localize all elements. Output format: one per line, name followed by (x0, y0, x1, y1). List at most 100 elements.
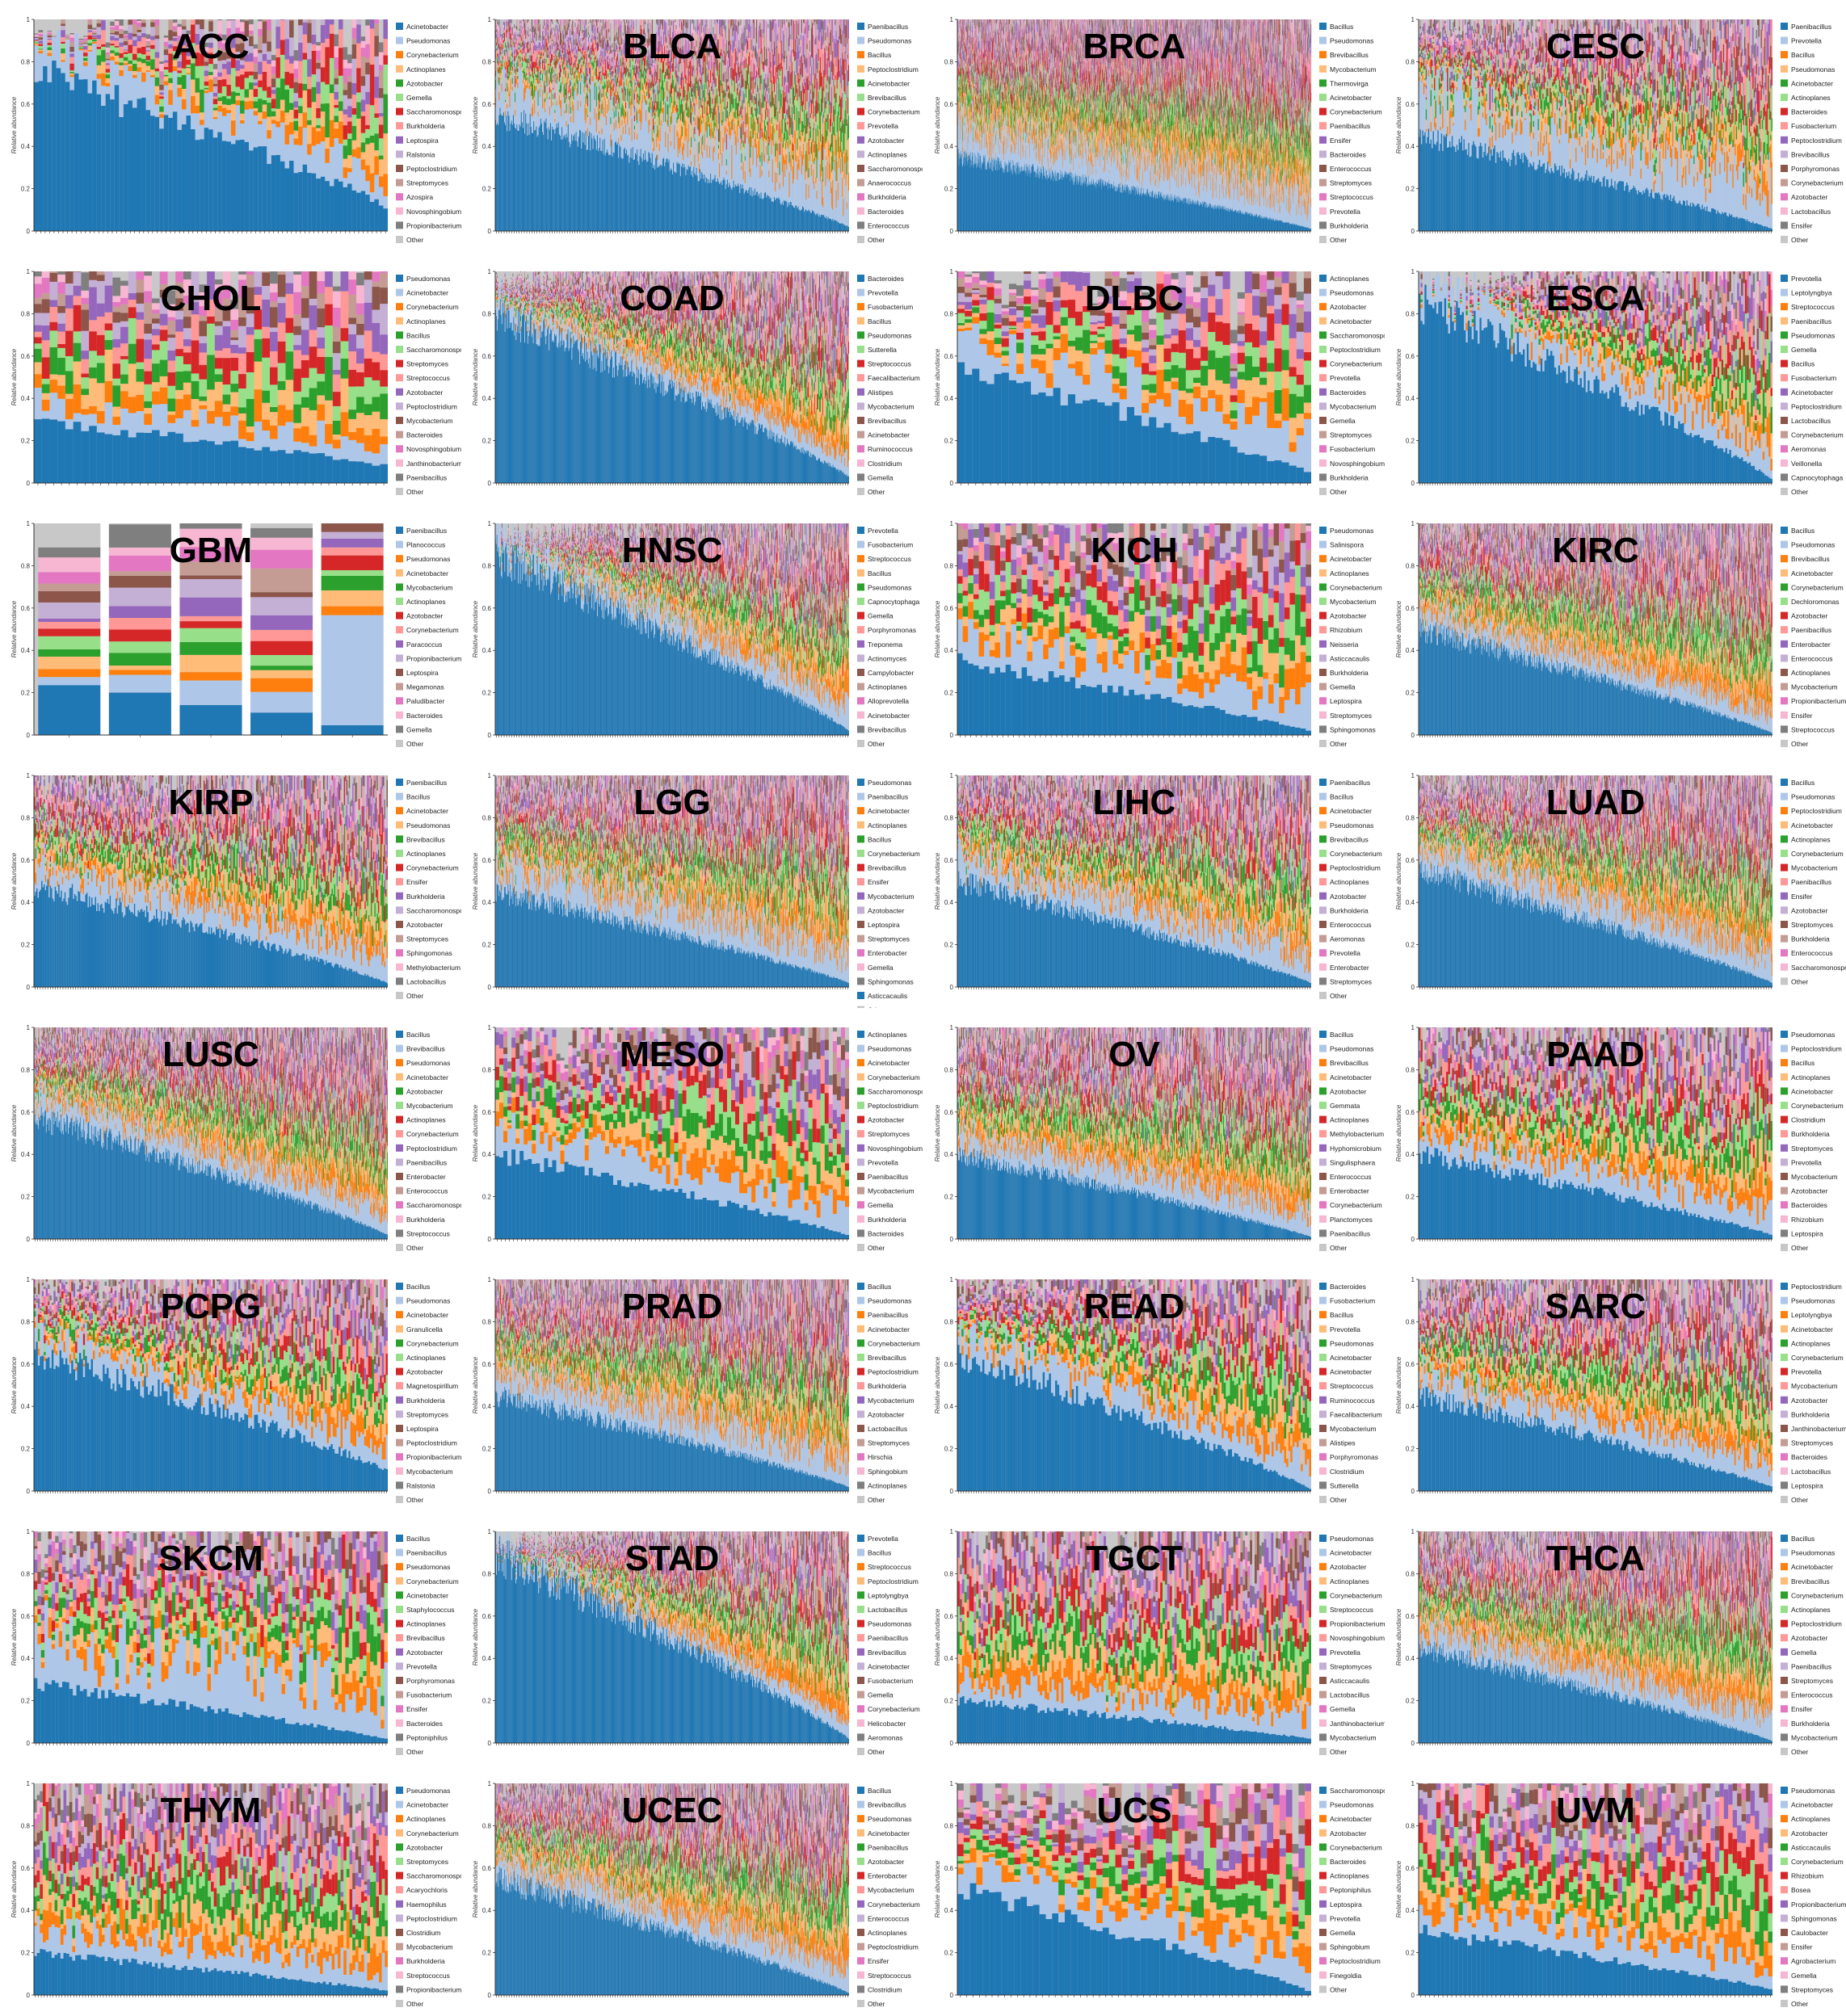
bar-segment (528, 71, 529, 123)
bar-segment (711, 90, 712, 108)
bar-segment (755, 98, 756, 104)
bar-segment (738, 186, 739, 231)
bar-segment (39, 48, 44, 49)
bar-segment (636, 82, 637, 86)
bar-segment (507, 80, 508, 86)
bar-segment (616, 86, 617, 94)
bar-segment (545, 27, 546, 36)
bar-segment (521, 37, 522, 41)
bar-segment (696, 104, 697, 167)
bar-segment (510, 23, 511, 27)
bar-segment (735, 119, 736, 131)
bar-segment (533, 54, 534, 61)
bar-segment (530, 50, 531, 56)
bar-segment (595, 141, 596, 231)
bar-segment (88, 20, 93, 24)
bar-segment (637, 161, 638, 231)
bar-segment (101, 30, 106, 44)
bar-segment (61, 30, 65, 37)
bar-segment (688, 91, 689, 107)
bar-segment (321, 19, 326, 25)
bar-segment (582, 45, 583, 50)
bar-segment (576, 27, 577, 35)
bar-segment (691, 175, 692, 231)
bar-segment (647, 19, 648, 23)
bar-segment (542, 90, 543, 108)
bar-segment (555, 33, 556, 38)
bar-segment (706, 107, 707, 131)
bar-segment (732, 40, 733, 52)
bar-segment (523, 40, 524, 45)
legend-label: Gemella (406, 94, 432, 102)
bar-segment (747, 85, 748, 101)
bar-segment (527, 78, 528, 88)
bar-segment (106, 78, 111, 83)
bar-segment (542, 132, 543, 231)
bar-segment (629, 81, 630, 83)
bar-segment (164, 42, 169, 47)
bar-segment (504, 68, 505, 122)
bar-segment (536, 78, 537, 79)
bar-segment (298, 106, 303, 113)
bar-segment (544, 70, 545, 81)
bar-segment (65, 39, 70, 40)
bar-segment (155, 104, 160, 116)
bar-segment (552, 24, 553, 27)
bar-segment (92, 36, 97, 37)
bar-segment (638, 110, 639, 114)
bar-segment (596, 132, 597, 149)
bar-segment (528, 21, 529, 26)
bar-segment (575, 46, 576, 49)
bar-segment (520, 23, 521, 26)
bar-segment (540, 41, 541, 44)
bar-segment (516, 124, 517, 231)
bar-segment (724, 82, 725, 90)
bar-segment (549, 51, 550, 59)
bar-segment (755, 116, 756, 132)
bar-segment (558, 52, 559, 57)
bar-segment (750, 100, 751, 131)
bar-segment (746, 130, 747, 138)
bar-segment (267, 41, 271, 51)
bar-segment (587, 95, 588, 107)
bar-segment (267, 60, 271, 64)
bar-segment (69, 77, 74, 90)
bar-segment (101, 106, 106, 231)
bar-segment (513, 42, 514, 43)
bar-segment (339, 48, 343, 76)
bar-segment (119, 34, 124, 38)
bar-segment (569, 27, 570, 37)
bar-segment (374, 19, 379, 23)
bar-segment (535, 62, 536, 68)
bar-segment (499, 37, 500, 47)
bar-segment (653, 74, 654, 81)
bar-segment (702, 136, 703, 145)
bar-segment (312, 127, 317, 145)
bar-segment (379, 42, 384, 52)
bar-segment (696, 70, 697, 76)
bar-segment (626, 149, 627, 231)
bar-segment (589, 42, 590, 45)
bar-segment (519, 124, 520, 231)
bar-segment (249, 61, 254, 71)
bar-segment (499, 76, 500, 108)
bar-segment (517, 45, 518, 52)
bar-segment (594, 40, 595, 48)
bar-segment (614, 131, 615, 153)
bar-segment (609, 40, 610, 45)
bar-segment (97, 49, 102, 56)
bar-segment (692, 102, 693, 107)
bar-segment (690, 166, 691, 231)
bar-segment (732, 94, 733, 109)
bar-segment (563, 97, 564, 136)
bar-segment (597, 28, 598, 33)
bar-segment (557, 26, 558, 36)
bar-segment (721, 153, 722, 166)
bar-segment (747, 124, 748, 193)
bar-segment (226, 19, 231, 20)
bar-segment (654, 101, 655, 110)
bar-segment (115, 19, 120, 21)
bar-segment (347, 82, 352, 99)
bar-segment (624, 102, 625, 111)
bar-segment (595, 26, 596, 32)
